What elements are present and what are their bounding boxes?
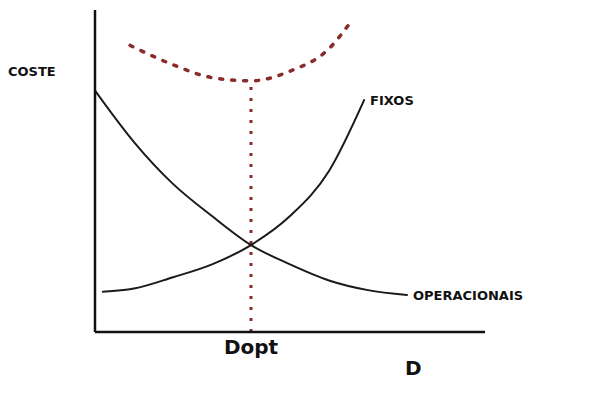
svg-text:FIXOS: FIXOS: [370, 93, 414, 108]
svg-text:Dopt: Dopt: [224, 335, 279, 359]
svg-text:OPERACIONAIS: OPERACIONAIS: [413, 288, 523, 303]
html-text:D: D: [405, 356, 422, 380]
html-text:COSTE: COSTE: [8, 64, 56, 79]
